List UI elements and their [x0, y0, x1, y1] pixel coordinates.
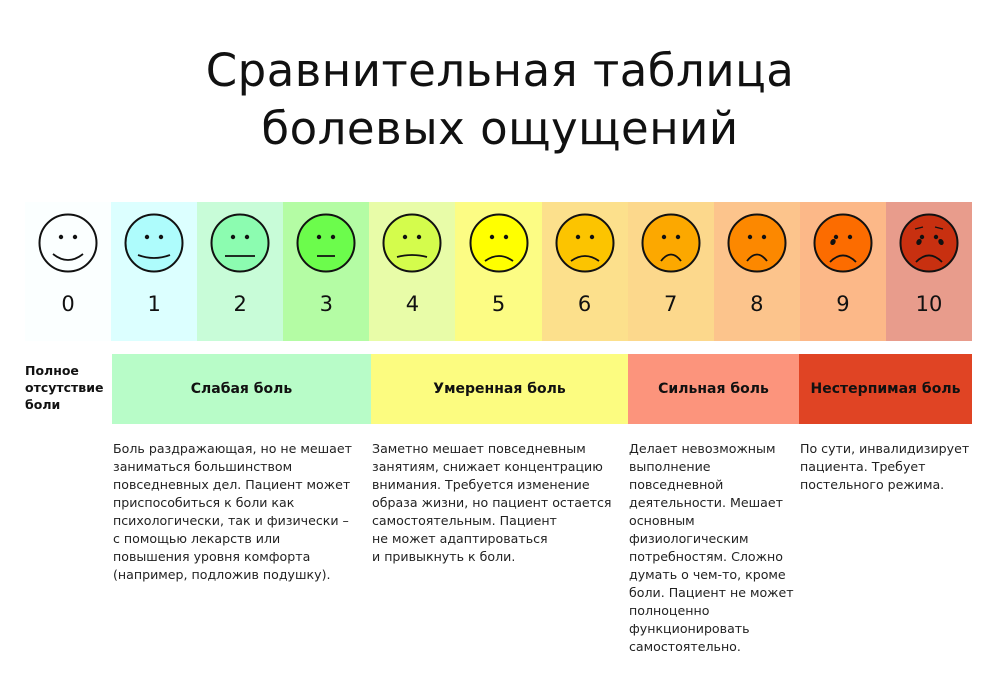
scale-number: 0	[61, 292, 75, 316]
scale-level-4: 4	[369, 202, 456, 341]
scale-number: 2	[233, 292, 247, 316]
scale-level-1: 1	[111, 202, 198, 341]
description-line: и привыкнуть к боли.	[372, 549, 516, 564]
category-severe: Сильная боль	[628, 354, 799, 424]
description-line: повышения уровня комфорта	[113, 549, 311, 564]
scale-level-3: 3	[283, 202, 370, 341]
category-label: Сильная боль	[658, 381, 769, 397]
no-pain-label-line: боли	[25, 397, 61, 412]
no-pain-label: Полное отсутствие боли	[25, 362, 103, 413]
description-line: пациента. Требует	[800, 459, 926, 474]
description-line: выполнение	[629, 459, 711, 474]
category-label: Слабая боль	[190, 381, 293, 397]
scale-number: 7	[664, 292, 678, 316]
scale-level-10: 10	[885, 202, 973, 341]
scale-level-7: 7	[627, 202, 714, 341]
scale-level-9: 9	[799, 202, 886, 341]
title-line-1: Сравнительная таблица	[205, 44, 795, 97]
scale-number: 5	[491, 292, 506, 316]
description-line: (например, подложив подушку).	[113, 567, 331, 582]
description-line: повседневных дел. Пациент может	[113, 477, 351, 492]
scale-level-6: 6	[541, 202, 628, 341]
category-unbearable: Нестерпимая боль	[799, 354, 972, 424]
description-line: постельного режима.	[800, 477, 945, 492]
description-line: По сути, инвалидизирует	[800, 441, 970, 456]
description-line: внимания. Требуется изменение	[372, 477, 590, 492]
description-line: заниматься большинством	[113, 459, 293, 474]
pain-scale: 0 1 2 3 4 5 6 7 8 9 10	[25, 202, 973, 341]
scale-number: 8	[750, 292, 764, 316]
category-description-moderate: Заметно мешает повседневным занятиям, сни…	[372, 440, 612, 566]
face-deep-frown-icon	[727, 213, 787, 273]
description-line: Боль раздражающая, но не мешает	[113, 441, 352, 456]
scale-number: 6	[577, 292, 592, 316]
description-line: приспособиться к боли как	[113, 495, 295, 510]
category-moderate: Умеренная боль	[371, 354, 628, 424]
description-line: повседневной	[629, 477, 724, 492]
description-line: занятиям, снижает концентрацию	[372, 459, 603, 474]
description-line: психологически, так и физически –	[113, 513, 349, 528]
face-frown-icon	[555, 213, 615, 273]
scale-level-2: 2	[197, 202, 284, 341]
description-line: Заметно мешает повседневным	[372, 441, 586, 456]
category-mild: Слабая боль	[112, 354, 371, 424]
description-line: физиологическим	[629, 531, 749, 546]
scale-number: 10	[915, 292, 943, 316]
face-neutral-icon	[210, 213, 270, 273]
description-line: самостоятельным. Пациент	[372, 513, 557, 528]
description-line: не может адаптироваться	[372, 531, 548, 546]
scale-number: 3	[319, 292, 334, 316]
face-frown-tear-icon	[813, 213, 873, 273]
scale-number: 4	[405, 292, 420, 316]
page-title: Сравнительная таблица болевых ощущений	[0, 42, 1000, 158]
category-description-severe: Делает невозможным выполнение повседневной…	[629, 440, 794, 656]
category-label: Умеренная боль	[433, 381, 566, 397]
description-line: образа жизни, но пациент остается	[372, 495, 612, 510]
description-line: Делает невозможным	[629, 441, 776, 456]
face-crying-icon	[899, 213, 959, 273]
description-line: функционировать	[629, 621, 750, 636]
description-line: деятельности. Мешает	[629, 495, 783, 510]
category-description-unbearable: По сути, инвалидизирует пациента. Требует…	[800, 440, 969, 494]
face-frown-icon	[469, 213, 529, 273]
title-line-2: болевых ощущений	[261, 102, 739, 155]
no-pain-label-line: отсутствие	[25, 380, 104, 395]
scale-number: 1	[147, 292, 161, 316]
face-smile-icon	[38, 213, 98, 273]
scale-number: 9	[836, 292, 850, 316]
description-line: потребностям. Сложно	[629, 549, 783, 564]
description-line: основным	[629, 513, 695, 528]
no-pain-label-line: Полное	[25, 363, 79, 378]
category-label: Нестерпимая боль	[810, 381, 961, 397]
category-description-mild: Боль раздражающая, но не мешает заниматьс…	[113, 440, 352, 584]
scale-level-0: 0	[25, 202, 112, 341]
scale-level-5: 5	[455, 202, 542, 341]
description-line: думать о чем-то, кроме	[629, 567, 786, 582]
face-slight-smile-icon	[124, 213, 184, 273]
description-line: с помощью лекарств или	[113, 531, 281, 546]
description-line: самостоятельно.	[629, 639, 741, 654]
face-neutral-short-icon	[296, 213, 356, 273]
face-deep-frown-icon	[641, 213, 701, 273]
description-line: полноценно	[629, 603, 710, 618]
face-slight-frown-icon	[382, 213, 442, 273]
description-line: боли. Пациент не может	[629, 585, 794, 600]
scale-level-8: 8	[713, 202, 800, 341]
